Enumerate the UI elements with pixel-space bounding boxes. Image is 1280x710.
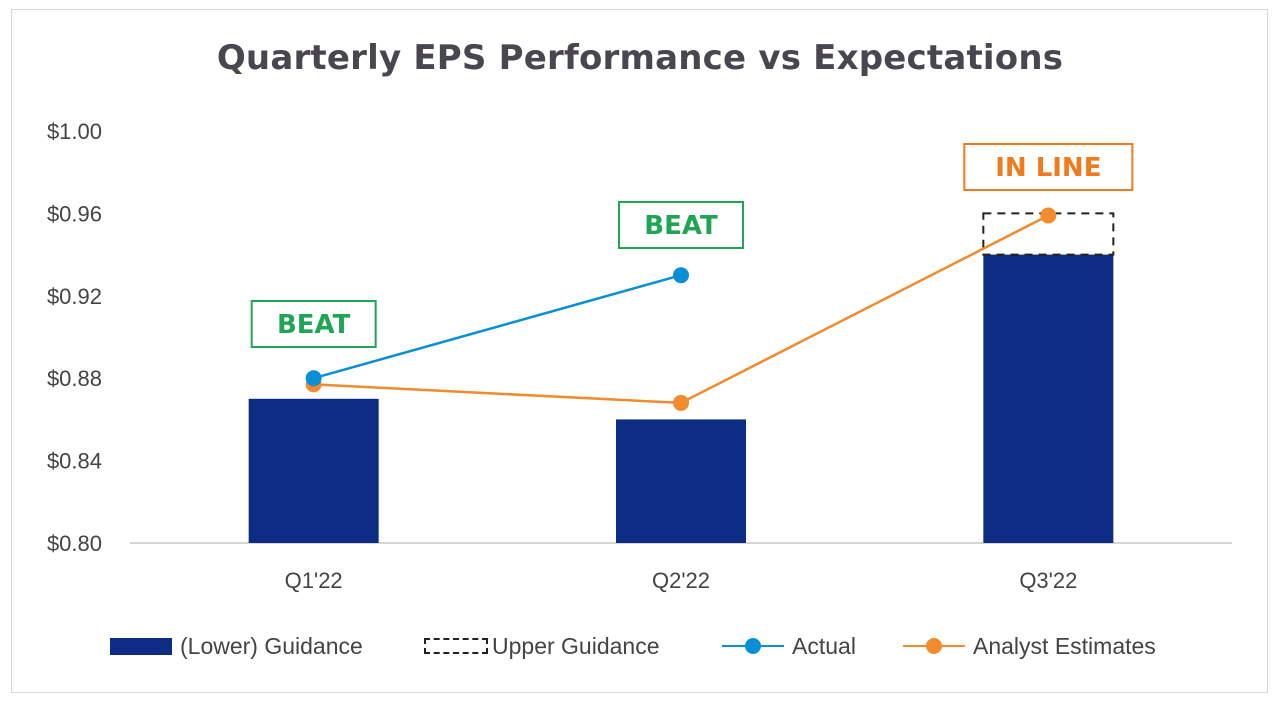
bar-lower-guidance <box>616 419 746 543</box>
legend-item-upper-guidance: Upper Guidance <box>424 628 660 664</box>
y-tick-label: $0.92 <box>47 284 102 309</box>
point-actual <box>673 267 689 284</box>
y-tick-label: $1.00 <box>47 119 102 144</box>
annotation-text: BEAT <box>644 211 718 241</box>
y-tick-label: $0.80 <box>47 531 102 556</box>
y-tick-label: $0.84 <box>47 449 102 474</box>
legend-item-analyst-estimates: Analyst Estimates <box>903 628 1156 664</box>
y-tick-label: $0.88 <box>47 366 102 391</box>
legend-item-actual: Actual <box>722 628 856 664</box>
point-actual <box>305 370 322 387</box>
legend-label-lower-guidance: (Lower) Guidance <box>180 632 363 659</box>
chart-legend: (Lower) Guidance Upper Guidance Actual A… <box>0 628 1280 664</box>
annotation-text: IN LINE <box>995 153 1101 183</box>
legend-label-upper-guidance: Upper Guidance <box>492 632 660 659</box>
bar-lower-guidance <box>248 398 379 543</box>
annotation-badge <box>250 300 377 348</box>
legend-label-actual: Actual <box>792 632 856 659</box>
point-analyst-estimates <box>1040 207 1057 224</box>
legend-swatch-lower-guidance <box>110 637 172 655</box>
legend-item-lower-guidance: (Lower) Guidance <box>110 628 363 664</box>
line-actual <box>313 273 682 380</box>
annotation-badge <box>618 201 744 249</box>
legend-label-analyst-estimates: Analyst Estimates <box>973 632 1156 659</box>
legend-swatch-actual <box>722 637 784 655</box>
annotation-badge <box>963 143 1134 191</box>
bar-lower-guidance <box>983 254 1114 543</box>
point-analyst-estimates <box>673 394 689 411</box>
chart-title: Quarterly EPS Performance vs Expectation… <box>216 38 1064 78</box>
legend-swatch-upper-guidance <box>424 638 488 654</box>
x-tick-label: Q3'22 <box>1019 568 1077 593</box>
x-tick-label: Q2'22 <box>652 568 710 593</box>
legend-swatch-analyst-estimates <box>903 637 965 655</box>
annotation-text: BEAT <box>277 310 351 340</box>
y-tick-label: $0.96 <box>47 201 102 226</box>
x-tick-label: Q1'22 <box>285 568 343 593</box>
